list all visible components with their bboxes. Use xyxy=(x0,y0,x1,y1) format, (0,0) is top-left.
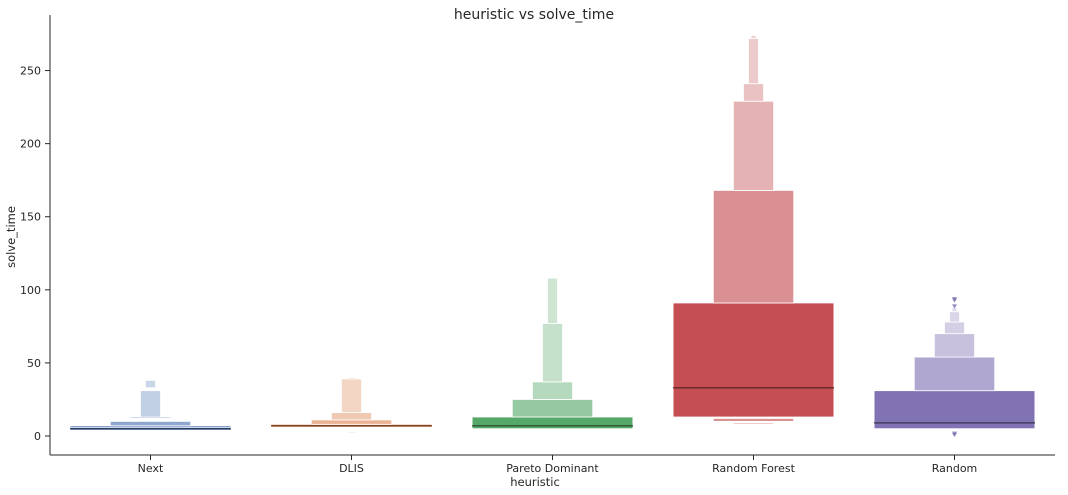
x-ticks: Next DLIS Pareto Dominant Random Forest Rand… xyxy=(138,455,978,475)
boxen-box xyxy=(733,422,775,425)
boxen-box xyxy=(341,378,362,414)
boxen-box xyxy=(547,277,558,324)
plot-area xyxy=(69,35,1036,438)
boxen-box xyxy=(140,390,161,418)
boxen-box xyxy=(532,381,574,400)
series-next xyxy=(69,380,232,431)
boxen-box xyxy=(733,100,775,191)
boxen-box xyxy=(913,356,996,392)
boxen-box xyxy=(542,323,563,383)
boxen-box xyxy=(748,37,759,85)
x-tick-label: Next xyxy=(138,462,164,475)
boxen-box xyxy=(743,83,764,102)
series-random xyxy=(873,297,1036,438)
y-tick-label: 150 xyxy=(20,211,41,224)
x-tick-label: DLIS xyxy=(339,462,364,475)
y-ticks: 0 50 100 150 200 250 xyxy=(20,65,50,443)
series-pareto-dominant xyxy=(471,277,634,430)
series-random-forest xyxy=(672,35,835,425)
series-dlis xyxy=(270,377,433,434)
y-tick-label: 250 xyxy=(20,65,41,78)
outlier-point xyxy=(952,297,957,302)
boxen-box xyxy=(712,418,795,422)
y-axis-title: solve_time xyxy=(4,206,18,268)
x-axis-title: heuristic xyxy=(510,475,560,489)
boxen-box xyxy=(346,431,357,434)
boxen-box xyxy=(346,377,357,380)
y-tick-label: 0 xyxy=(34,430,41,443)
boxen-box xyxy=(330,412,372,421)
boxen-box xyxy=(511,399,594,418)
boxen-box xyxy=(310,419,393,425)
boxen-box xyxy=(934,333,976,358)
x-tick-label: Random Forest xyxy=(712,462,795,475)
boxen-box xyxy=(672,302,835,418)
x-tick-label: Pareto Dominant xyxy=(506,462,599,475)
boxen-box xyxy=(949,311,960,323)
y-tick-label: 200 xyxy=(20,138,41,151)
boxen-box xyxy=(471,416,634,430)
outlier-point xyxy=(952,304,957,309)
outlier-point xyxy=(952,431,957,436)
boxen-box xyxy=(712,190,795,304)
boxen-box xyxy=(109,420,192,427)
y-tick-label: 50 xyxy=(27,357,41,370)
chart-title: heuristic vs solve_time xyxy=(454,7,614,23)
boxen-box xyxy=(750,35,757,39)
boxen-box xyxy=(944,321,965,335)
y-tick-label: 100 xyxy=(20,284,41,297)
boxen-box xyxy=(145,380,156,389)
x-tick-label: Random xyxy=(932,462,978,475)
